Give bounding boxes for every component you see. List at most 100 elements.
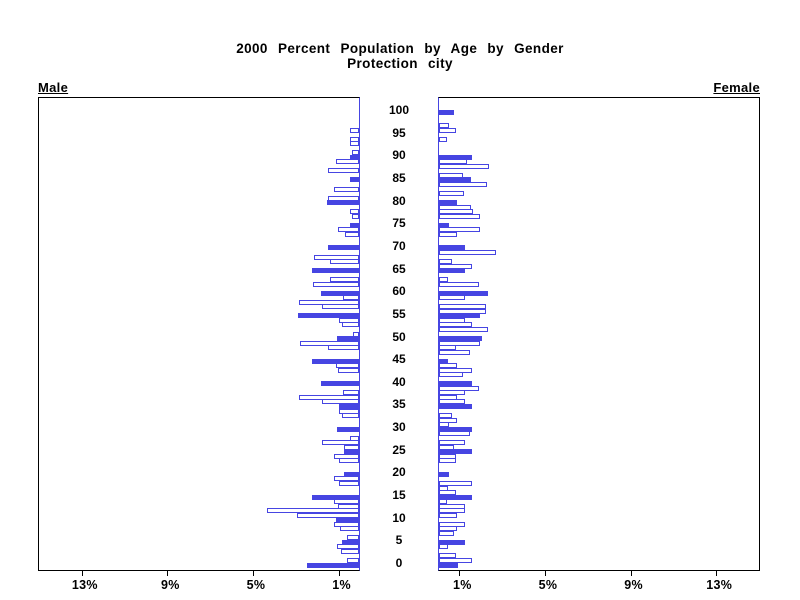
bar-female-age-4 — [439, 544, 448, 550]
bar-male-age-43 — [337, 367, 359, 373]
age-tick-label-65: 65 — [392, 261, 406, 276]
tick-male-9 — [167, 571, 169, 576]
bar-male-age-85 — [350, 177, 359, 183]
male-bars-panel — [38, 97, 360, 571]
bar-male-age-54 — [338, 317, 359, 323]
female-panel-label: Female — [713, 80, 760, 95]
bar-male-age-44 — [335, 363, 359, 369]
bar-female-age-29 — [439, 431, 470, 437]
bar-female-age-7 — [439, 530, 454, 536]
bar-male-age-19 — [334, 476, 359, 482]
bar-female-age-53 — [439, 322, 473, 328]
chart-title: 2000 Percent Population by Age by Gender — [236, 41, 564, 56]
bar-male-age-55 — [298, 313, 359, 319]
bar-female-age-66 — [439, 263, 473, 269]
tick-label-male-1: 1% — [332, 578, 351, 592]
bar-male-age-48 — [328, 345, 359, 351]
bar-female-age-78 — [439, 209, 474, 215]
bar-male-age-74 — [337, 227, 359, 233]
bar-female-age-20 — [439, 471, 449, 477]
age-tick-label-100: 100 — [388, 103, 410, 117]
bar-male-age-33 — [341, 413, 359, 418]
bar-female-age-74 — [439, 227, 480, 233]
age-tick-label-0: 0 — [395, 556, 403, 570]
bar-female-age-75 — [439, 222, 449, 228]
bar-male-age-9 — [334, 521, 359, 527]
bar-male-age-38 — [343, 390, 359, 396]
age-tick-label-75: 75 — [392, 216, 406, 231]
bar-male-age-81 — [328, 195, 359, 201]
bar-male-age-37 — [299, 394, 359, 400]
bar-male-age-53 — [341, 322, 359, 328]
bar-male-age-3 — [340, 548, 359, 554]
bar-female-age-37 — [439, 394, 458, 400]
bar-female-age-27 — [439, 440, 465, 446]
bar-female-age-0 — [439, 562, 459, 568]
bar-female-age-55 — [439, 313, 480, 319]
bar-female-age-2 — [439, 553, 457, 559]
bar-male-age-94 — [350, 136, 359, 142]
bar-female-age-25 — [439, 449, 473, 455]
age-tick-label-35: 35 — [392, 397, 406, 412]
bar-female-age-80 — [439, 200, 458, 206]
bar-male-age-63 — [330, 277, 359, 283]
bar-female-age-36 — [439, 399, 465, 405]
bar-male-age-89 — [335, 159, 359, 165]
bar-female-age-14 — [439, 499, 447, 505]
bar-female-age-24 — [439, 453, 457, 459]
bar-female-age-5 — [439, 539, 465, 545]
male-panel-label: Male — [38, 80, 69, 95]
bar-male-age-90 — [350, 154, 359, 160]
age-tick-label-30: 30 — [392, 420, 406, 435]
bar-female-age-23 — [439, 458, 457, 464]
bar-female-age-56 — [439, 308, 487, 314]
bar-male-age-1 — [347, 558, 359, 563]
bar-male-age-57 — [321, 304, 359, 310]
bar-female-age-69 — [439, 249, 496, 255]
bar-female-age-12 — [439, 508, 465, 514]
age-tick-label-50: 50 — [392, 329, 406, 344]
bar-male-age-35 — [338, 403, 359, 409]
bar-female-age-90 — [439, 154, 473, 160]
bar-male-age-93 — [350, 141, 359, 147]
bar-female-age-11 — [439, 512, 458, 518]
bar-female-age-47 — [439, 349, 470, 355]
bar-male-age-10 — [335, 517, 359, 523]
bar-male-age-15 — [311, 494, 359, 500]
bar-female-age-50 — [439, 336, 482, 341]
bar-female-age-16 — [439, 490, 457, 495]
bar-female-age-8 — [439, 526, 458, 532]
bar-male-age-67 — [330, 259, 359, 264]
bar-female-age-31 — [439, 422, 449, 428]
bar-male-age-25 — [344, 449, 359, 455]
bar-male-age-18 — [338, 481, 359, 486]
bar-male-age-8 — [339, 526, 359, 532]
age-axis: 0 5 10 15 20 25 30 35 40 45 50 55 60 65 70 75 80 85 90 95 10… — [360, 97, 438, 571]
bar-female-age-67 — [439, 259, 452, 264]
bar-female-age-32 — [439, 417, 458, 423]
bar-male-age-28 — [350, 435, 359, 441]
bar-male-age-62 — [313, 281, 359, 287]
bar-female-age-65 — [439, 268, 465, 274]
bar-male-age-91 — [351, 150, 359, 156]
bar-female-age-48 — [439, 345, 457, 351]
bar-male-age-45 — [311, 358, 359, 364]
bar-female-age-73 — [439, 231, 458, 237]
bar-male-age-78 — [350, 209, 359, 215]
age-tick-label-15: 15 — [392, 488, 406, 503]
bar-female-age-30 — [439, 426, 473, 432]
bar-female-age-18 — [439, 481, 473, 486]
bar-female-age-82 — [439, 191, 464, 196]
bar-male-age-58 — [299, 299, 359, 305]
bar-female-age-45 — [439, 358, 448, 364]
bar-male-age-13 — [337, 503, 359, 509]
bar-male-age-40 — [320, 381, 359, 387]
bar-male-age-30 — [336, 426, 359, 432]
bar-female-age-60 — [439, 290, 489, 296]
bar-male-age-65 — [311, 268, 359, 274]
bar-female-age-97 — [439, 123, 449, 129]
bar-female-age-35 — [439, 403, 473, 409]
bar-female-age-49 — [439, 340, 480, 346]
bar-female-age-17 — [439, 485, 448, 491]
age-tick-label-90: 90 — [392, 148, 406, 163]
